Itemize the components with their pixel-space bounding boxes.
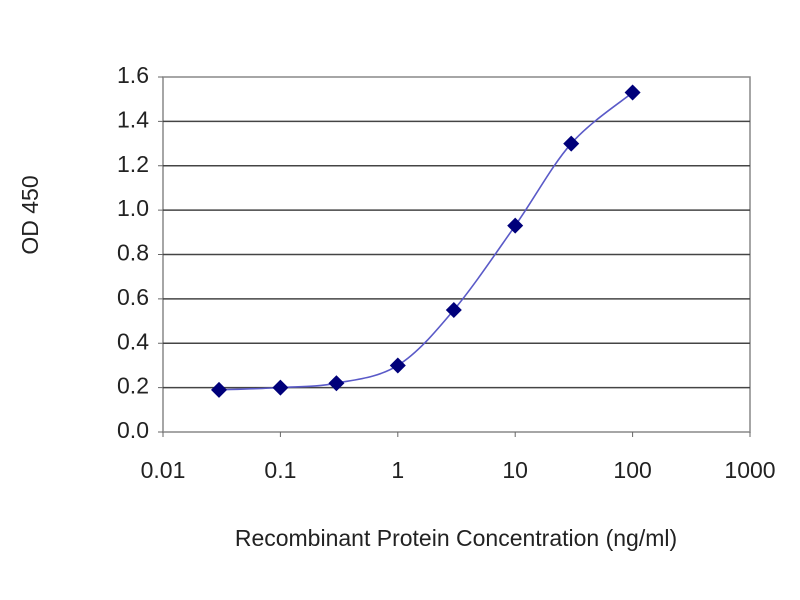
series-line bbox=[218, 91, 634, 391]
y-tick-label: 1.0 bbox=[117, 195, 149, 221]
y-tick-label: 1.2 bbox=[117, 151, 149, 177]
y-tick-label: 1.4 bbox=[117, 106, 149, 132]
y-tick-label: 0.4 bbox=[117, 328, 149, 354]
data-point bbox=[445, 301, 462, 318]
y-tick-label: 0.2 bbox=[117, 373, 149, 399]
x-tick-label: 0.01 bbox=[141, 457, 186, 483]
y-tick-label: 0.6 bbox=[117, 284, 149, 310]
x-tick-label: 0.1 bbox=[264, 457, 296, 483]
data-point bbox=[328, 375, 345, 392]
y-tick-label: 0.8 bbox=[117, 240, 149, 266]
x-tick-label: 10 bbox=[502, 457, 528, 483]
data-point bbox=[211, 381, 228, 398]
x-tick-label: 1 bbox=[391, 457, 404, 483]
data-point bbox=[563, 135, 580, 152]
x-axis-label: Recombinant Protein Concentration (ng/ml… bbox=[235, 525, 677, 551]
data-point bbox=[389, 357, 406, 374]
data-point bbox=[507, 217, 524, 234]
y-tick-label: 0.0 bbox=[117, 417, 149, 443]
x-tick-label: 100 bbox=[613, 457, 651, 483]
data-point bbox=[624, 84, 641, 101]
y-axis-label: OD 450 bbox=[17, 175, 43, 254]
data-point bbox=[272, 379, 289, 396]
x-tick-label: 1000 bbox=[724, 457, 775, 483]
y-tick-label: 1.6 bbox=[117, 62, 149, 88]
